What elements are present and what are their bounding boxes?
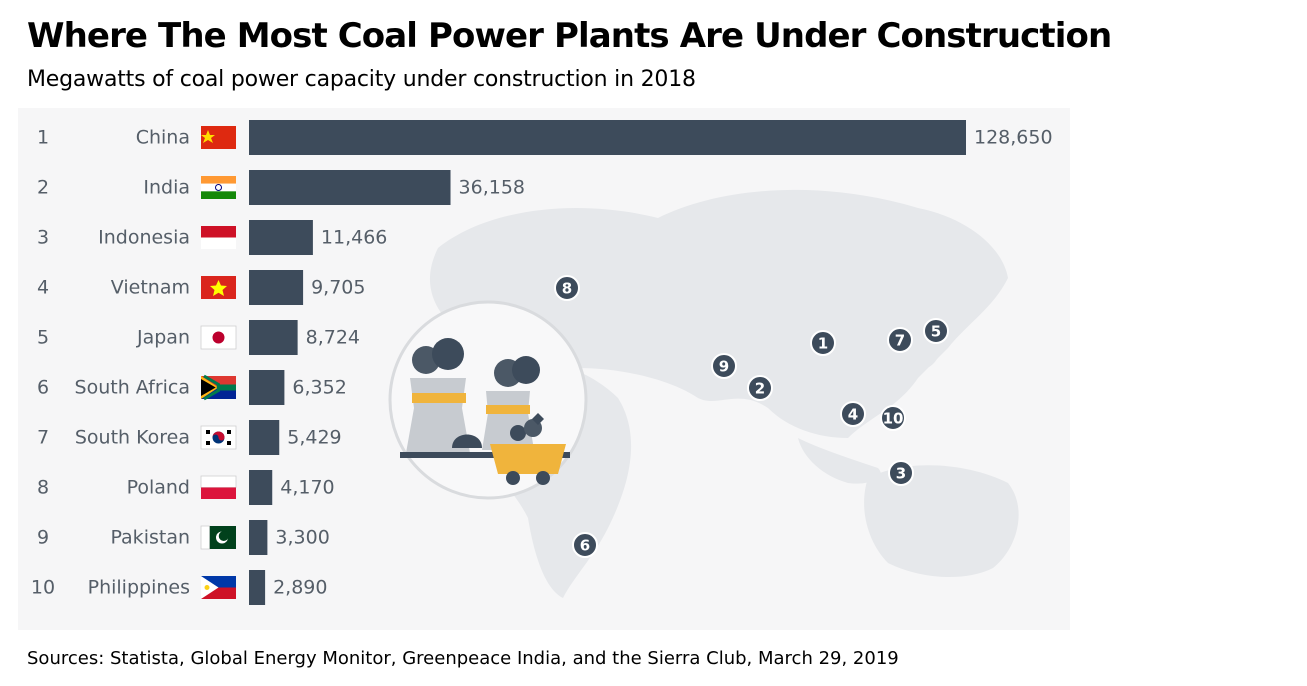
map-marker-label: 7 (895, 332, 905, 350)
country-label: Poland (127, 477, 190, 499)
value-label: 5,429 (287, 427, 341, 449)
poland-flag-icon (200, 475, 237, 499)
rank-label: 3 (37, 227, 49, 249)
value-label: 11,466 (321, 227, 387, 249)
bar (249, 320, 298, 355)
map-marker: 6 (572, 532, 598, 558)
china-flag-icon (201, 126, 236, 149)
country-label: China (136, 127, 190, 149)
coal-capacity-bar-chart: 1 China 128,650 2 India 36,158 3 Indonesia 11,46… (31, 120, 1053, 605)
map-marker: 3 (888, 460, 914, 486)
bar (249, 520, 268, 555)
map-marker-label: 10 (883, 410, 904, 428)
south-korea-flag-icon (200, 425, 237, 450)
map-marker-label: 4 (848, 406, 858, 424)
india-flag-icon (201, 176, 236, 199)
rank-label: 8 (37, 477, 49, 499)
rank-label: 1 (37, 127, 49, 149)
coal-power-plant-icon (388, 300, 588, 500)
rank-label: 9 (37, 527, 49, 549)
rank-label: 5 (37, 327, 49, 349)
map-marker: 10 (880, 405, 906, 431)
map-marker: 7 (887, 327, 913, 353)
rank-label: 6 (37, 377, 49, 399)
country-label: Japan (136, 327, 190, 349)
value-label: 8,724 (306, 327, 360, 349)
value-label: 6,352 (292, 377, 346, 399)
japan-flag-icon (200, 325, 237, 350)
vietnam-flag-icon (201, 276, 236, 299)
chart-panel: 1 China 128,650 2 India 36,158 3 Indonesia 11,46… (18, 108, 1070, 630)
country-label: Vietnam (111, 277, 190, 299)
bar (249, 370, 285, 405)
bar (249, 170, 451, 205)
value-label: 9,705 (311, 277, 365, 299)
map-marker: 9 (711, 353, 737, 379)
value-label: 36,158 (459, 177, 525, 199)
value-label: 4,170 (280, 477, 334, 499)
philippines-flag-icon (201, 576, 236, 599)
value-label: 2,890 (273, 577, 327, 599)
bar (249, 470, 273, 505)
bar (249, 270, 304, 305)
pakistan-flag-icon (200, 525, 236, 550)
rank-label: 2 (37, 177, 49, 199)
map-marker: 4 (840, 401, 866, 427)
bar (249, 220, 313, 255)
chart-title: Where The Most Coal Power Plants Are Und… (27, 16, 1112, 56)
map-marker-label: 2 (755, 380, 765, 398)
rank-label: 4 (37, 277, 49, 299)
map-marker: 5 (923, 318, 949, 344)
country-label: South Africa (75, 377, 190, 399)
country-label: Philippines (88, 577, 190, 599)
map-marker: 8 (554, 275, 580, 301)
country-label: Pakistan (110, 527, 190, 549)
map-marker-label: 1 (818, 335, 828, 353)
map-marker-label: 9 (719, 358, 729, 376)
country-label: South Korea (75, 427, 190, 449)
country-label: Indonesia (98, 227, 190, 249)
map-marker-label: 6 (580, 537, 590, 555)
rank-label: 10 (31, 577, 55, 599)
indonesia-flag-icon (201, 226, 236, 249)
map-marker: 2 (747, 375, 773, 401)
country-label: India (143, 177, 190, 199)
chart-source: Sources: Statista, Global Energy Monitor… (27, 648, 899, 669)
chart-subtitle: Megawatts of coal power capacity under c… (27, 67, 696, 92)
map-marker-label: 8 (562, 280, 572, 298)
bar (249, 120, 966, 155)
value-label: 3,300 (275, 527, 329, 549)
map-marker-label: 5 (931, 323, 941, 341)
value-label: 128,650 (974, 127, 1053, 149)
bar (249, 420, 280, 455)
map-marker: 1 (810, 330, 836, 356)
bar (249, 570, 266, 605)
map-marker-label: 3 (896, 465, 906, 483)
rank-label: 7 (37, 427, 49, 449)
south-africa-flag-icon (201, 374, 236, 401)
